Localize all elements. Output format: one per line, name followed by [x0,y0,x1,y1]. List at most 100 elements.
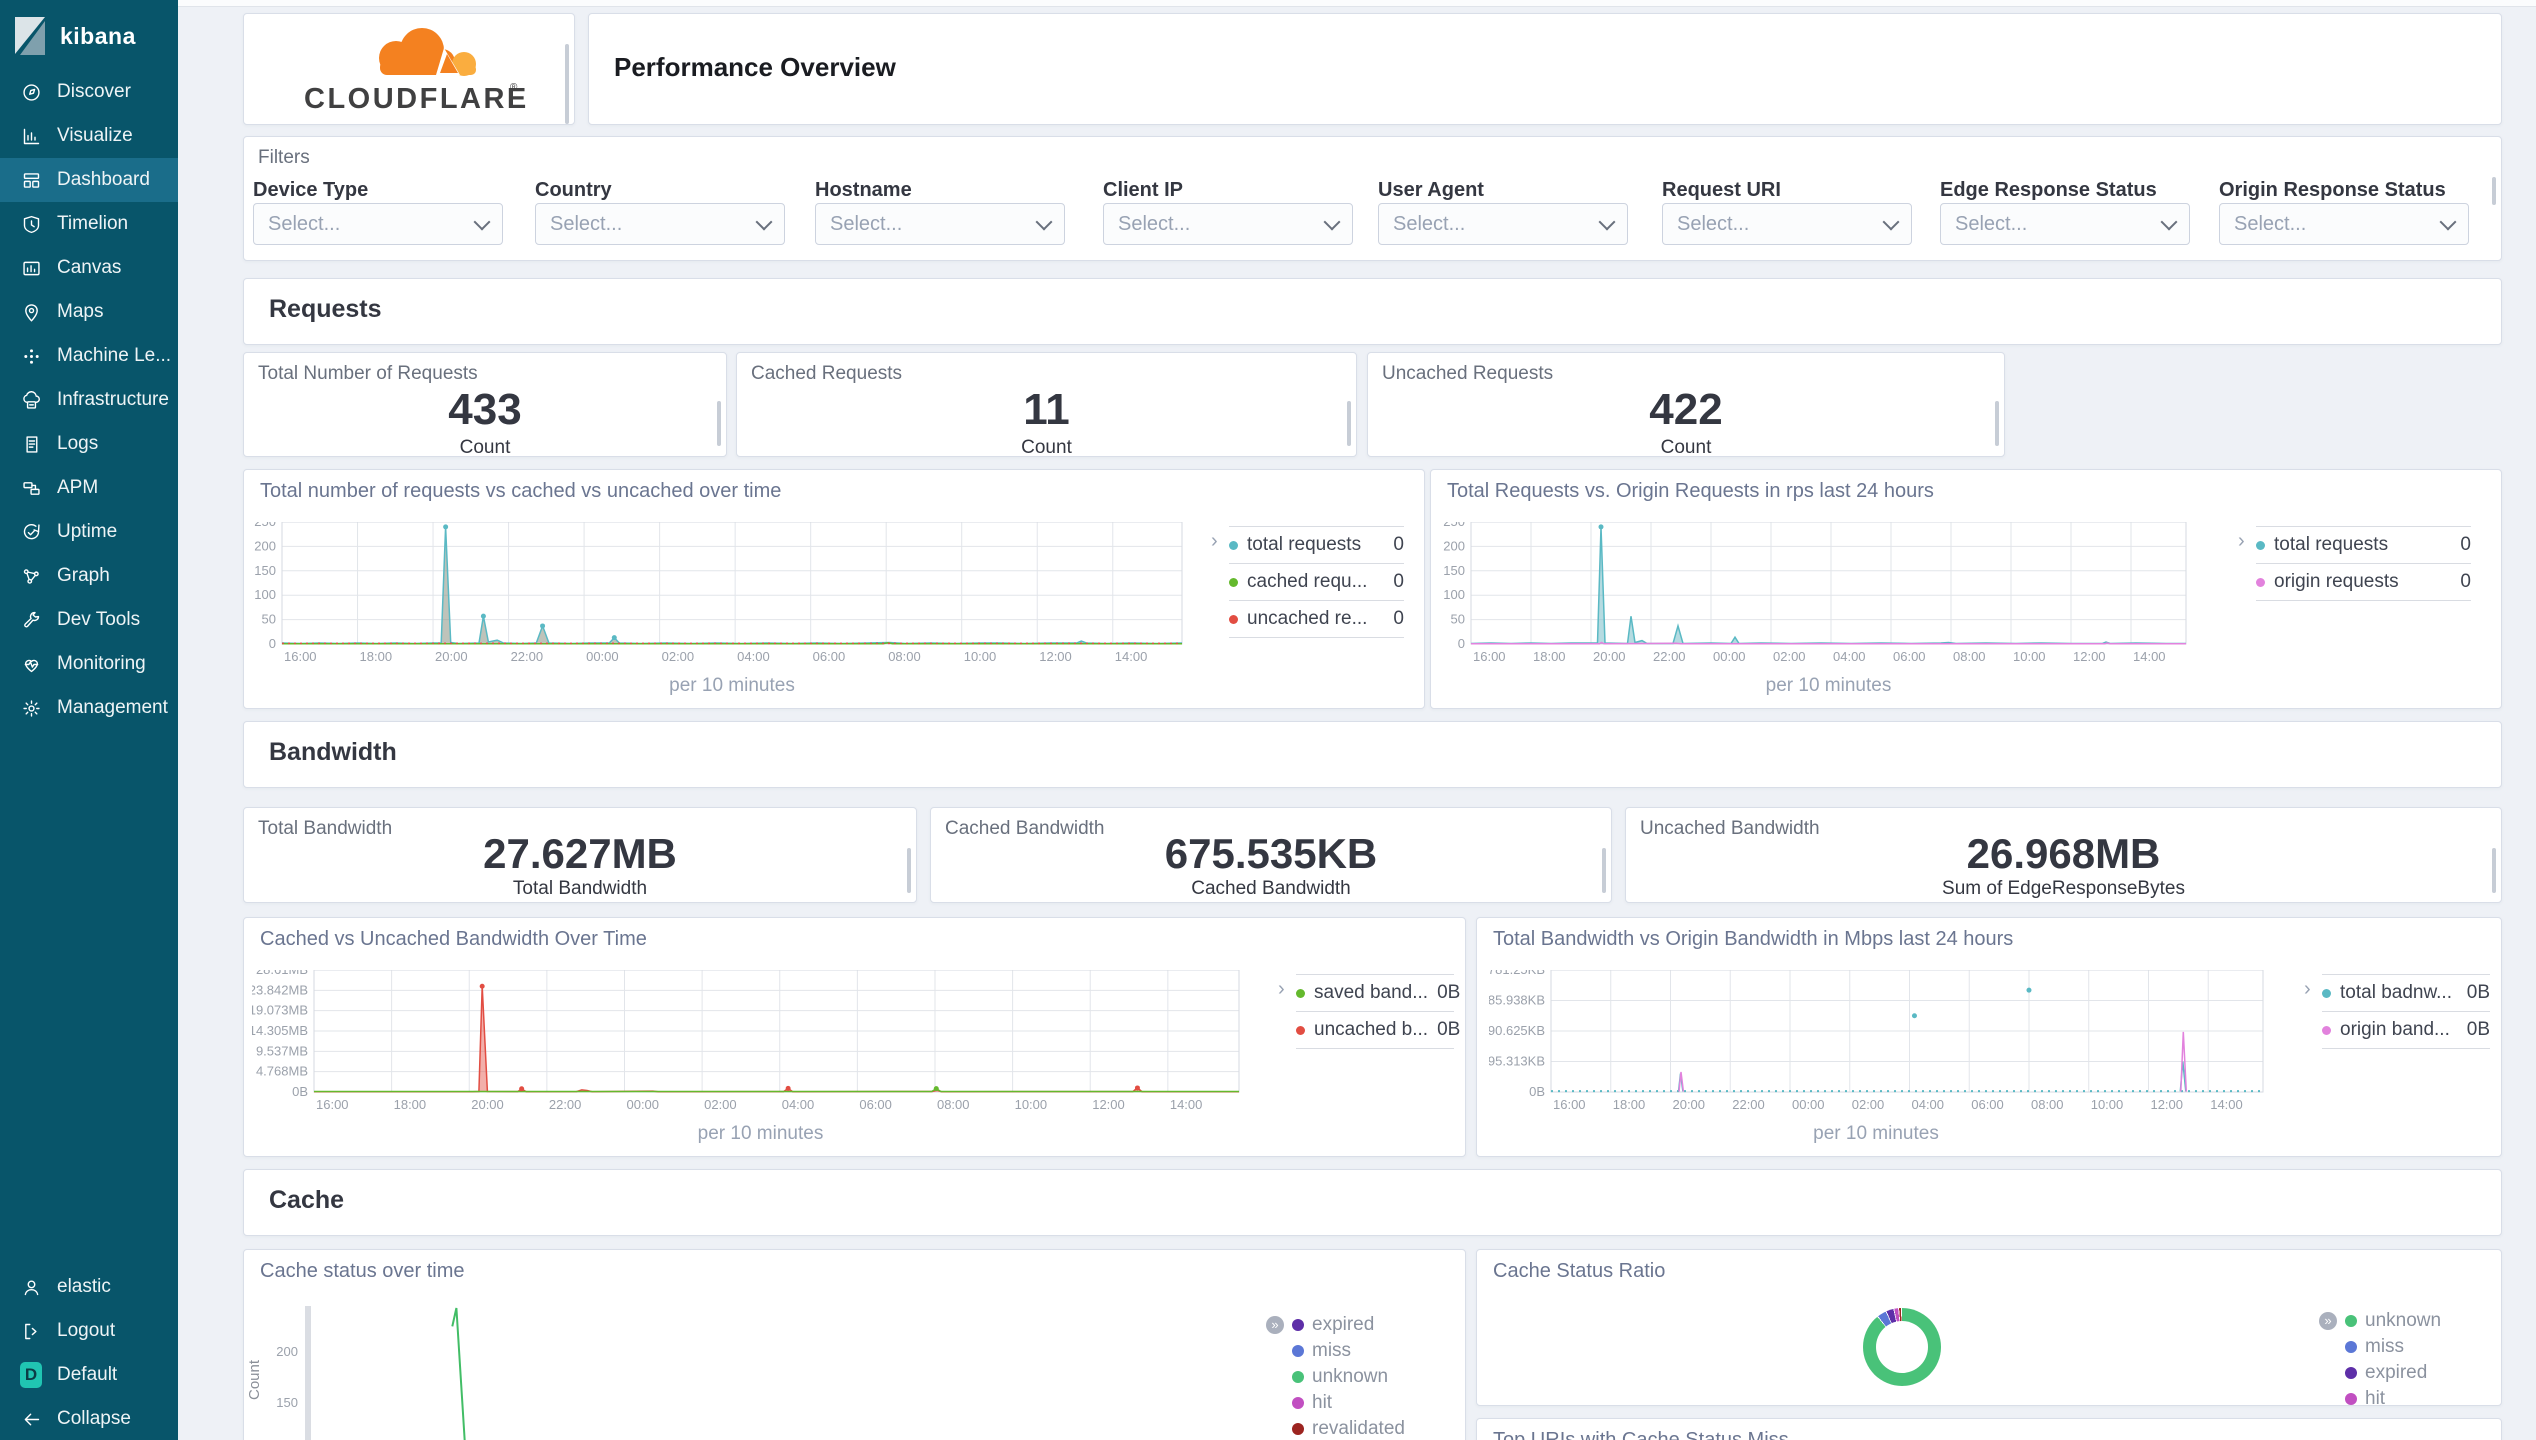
legend-item[interactable]: miss [1292,1338,1457,1364]
sidebar-item-label: Logout [57,1320,116,1341]
user-agent-select[interactable]: Select... [1378,203,1628,245]
legend-expand-icon[interactable]: › [2304,978,2311,1000]
panel-scrollbar[interactable] [2492,177,2496,205]
metric-title: Uncached Requests [1382,363,1554,384]
sidebar-item-maps[interactable]: Maps [0,290,178,334]
legend-item[interactable]: total requests 0 [1229,527,1404,564]
legend-item[interactable]: cached requ... 0 [1229,564,1404,601]
legend-expand-icon[interactable]: › [1211,530,1218,552]
legend-expand-icon[interactable]: » [1266,1316,1284,1334]
svg-text:200: 200 [276,1344,298,1359]
panel-scrollbar[interactable] [2492,848,2496,893]
panel-scrollbar[interactable] [717,401,721,446]
legend-item[interactable]: uncached re... 0 [1229,601,1404,638]
sidebar-item-visualize[interactable]: Visualize [0,114,178,158]
legend-label: unknown [1312,1366,1389,1387]
bandwidth-vs-origin-plot[interactable]: 781.25KB 585.938KB 390.625KB 195.313KB 0B 16:… [1481,962,2277,1123]
sidebar-item-timelion[interactable]: Timelion [0,202,178,246]
sidebar-item-label: APM [57,477,99,498]
country-select[interactable]: Select... [535,203,785,245]
legend-label: hit [1312,1392,1333,1413]
filter-label: User Agent [1378,179,1484,201]
sidebar-item-management[interactable]: Management [0,686,178,730]
sidebar-item-label: Default [57,1364,118,1385]
legend-item[interactable]: » unknown [2319,1308,2495,1334]
cache-status-ratio-donut[interactable] [1863,1308,1941,1386]
legend-expand-icon[interactable]: » [2319,1312,2337,1330]
sidebar-item-logout[interactable]: Logout [0,1309,178,1353]
legend-item[interactable]: origin band... 0B [2322,1012,2490,1049]
select-placeholder: Select... [1393,212,1466,235]
hostname-select[interactable]: Select... [815,203,1065,245]
chart-canvas[interactable]: 250 200 150 100 50 0 16:00 18:00 20:00 22:00 00:00… [1441,514,2200,670]
sidebar-item-user[interactable]: elastic [0,1265,178,1309]
legend-item[interactable]: saved band... 0B [1296,975,1460,1012]
sidebar-item-machine-learning[interactable]: Machine Le... [0,334,178,378]
sidebar-item-uptime[interactable]: Uptime [0,510,178,554]
svg-text:18:00: 18:00 [1533,649,1566,664]
panel-scrollbar[interactable] [1995,401,1999,446]
sidebar-item-canvas[interactable]: Canvas [0,246,178,290]
origin-response-status-select[interactable]: Select... [2219,203,2469,245]
chart-canvas[interactable]: 781.25KB 585.938KB 390.625KB 195.313KB 0B 16:… [1481,962,2277,1118]
svg-text:14:00: 14:00 [2210,1097,2243,1112]
legend-item[interactable]: uncached b... 0B [1296,1012,1460,1049]
apm-icon [20,477,42,499]
legend-item[interactable]: unknown [1292,1364,1457,1390]
sidebar-item-dev-tools[interactable]: Dev Tools [0,598,178,642]
sidebar-item-graph[interactable]: Graph [0,554,178,598]
legend-item[interactable]: hit [2345,1386,2495,1405]
legend-item[interactable]: expired [2345,1360,2495,1386]
sidebar-item-discover[interactable]: Discover [0,70,178,114]
sidebar-item-infrastructure[interactable]: Infrastructure [0,378,178,422]
sidebar-item-dashboard[interactable]: Dashboard [0,158,178,202]
legend-expand-icon[interactable]: › [2238,530,2245,552]
edge-response-status-select[interactable]: Select... [1940,203,2190,245]
monitoring-icon [20,653,42,675]
legend-item[interactable]: total badnw... 0B [2322,975,2490,1012]
cloudflare-logo-panel: CLOUDFLARE ® CLOUDFLARE [243,13,575,125]
sidebar-item-monitoring[interactable]: Monitoring [0,642,178,686]
legend-item[interactable]: total requests 0 [2256,527,2471,564]
requests-vs-origin-plot[interactable]: 250 200 150 100 50 0 16:00 18:00 20:00 22:00 00:00… [1441,514,2200,675]
kibana-logo-text: kibana [60,22,136,49]
panel-scrollbar[interactable] [1602,848,1606,893]
kibana-logo[interactable]: kibana [0,0,178,70]
client-ip-select[interactable]: Select... [1103,203,1353,245]
legend-expand-icon[interactable]: › [1278,978,1285,1000]
legend-dot [1296,1025,1305,1035]
metric-title: Total Bandwidth [258,818,393,839]
machine-learning-icon [20,345,42,367]
svg-text:14:00: 14:00 [1115,649,1148,664]
legend-item[interactable]: hit [1292,1390,1457,1416]
svg-text:100: 100 [1443,587,1465,602]
svg-text:19.073MB: 19.073MB [252,1003,308,1018]
svg-text:00:00: 00:00 [1792,1097,1825,1112]
metric-total-requests: Total Number of Requests 433 Count [243,352,727,458]
device-type-select[interactable]: Select... [253,203,503,245]
sidebar-item-label: Timelion [57,213,129,234]
sidebar-item-label: Maps [57,301,104,322]
legend-item[interactable]: miss [2345,1334,2495,1360]
svg-text:9.537MB: 9.537MB [256,1043,308,1058]
metric-value: 675.535KB [1164,830,1378,877]
legend-item[interactable]: » expired [1266,1312,1457,1338]
sidebar-item-default-space[interactable]: D Default [0,1353,178,1397]
requests-over-time-plot[interactable]: 250 200 150 100 50 0 16:00 18:00 20:00 22:00 00:00… [252,514,1196,675]
sidebar-item-collapse[interactable]: Collapse [0,1397,178,1440]
filter-label: Edge Response Status [1940,179,2157,201]
sidebar-item-label: Dashboard [57,169,150,190]
sidebar-item-logs[interactable]: Logs [0,422,178,466]
request-uri-select[interactable]: Select... [1662,203,1912,245]
chart-canvas[interactable]: 250 200 150 100 50 0 16:00 18:00 20:00 22:00 00:00… [252,514,1196,670]
panel-scrollbar[interactable] [1347,401,1351,446]
bandwidth-over-time-plot[interactable]: 28.61MB 23.842MB 19.073MB 14.305MB 9.537MB 4.… [249,962,1253,1123]
chart-canvas[interactable]: 28.61MB 23.842MB 19.073MB 14.305MB 9.537MB 4.… [249,962,1253,1118]
panel-scrollbar[interactable] [565,44,569,124]
legend-item[interactable]: revalidated [1292,1416,1457,1440]
panel-scrollbar[interactable] [907,848,911,893]
sidebar-item-apm[interactable]: APM [0,466,178,510]
legend-item[interactable]: origin requests 0 [2256,564,2471,601]
